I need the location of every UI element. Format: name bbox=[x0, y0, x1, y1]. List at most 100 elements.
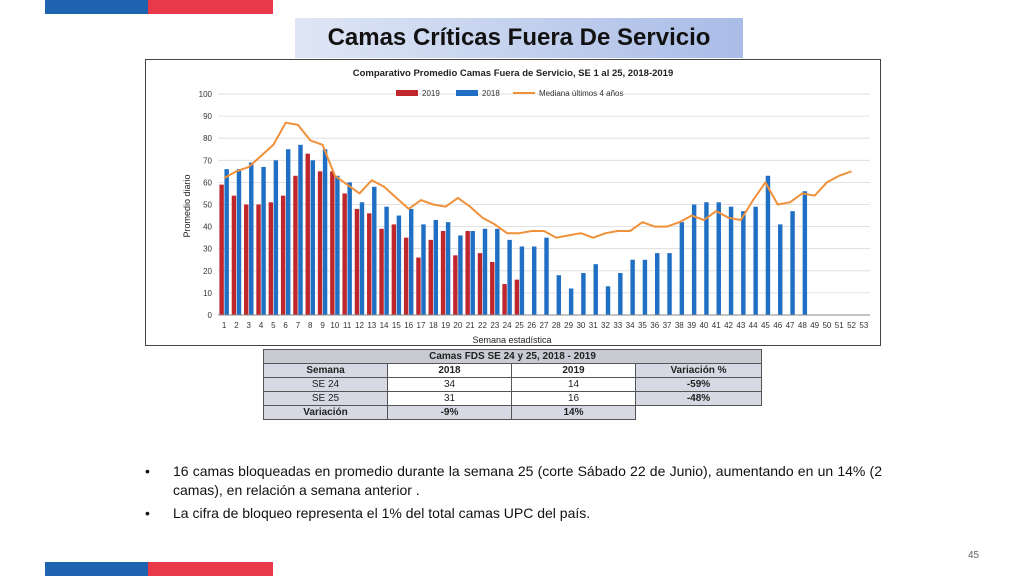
bar-2019 bbox=[342, 193, 347, 315]
legend-label: 2018 bbox=[482, 89, 500, 98]
y-tick-label: 70 bbox=[203, 156, 212, 165]
bar-2018 bbox=[433, 219, 439, 315]
bar-2018 bbox=[765, 175, 771, 315]
bar-2018 bbox=[359, 202, 365, 315]
x-tick-label: 24 bbox=[503, 321, 512, 330]
y-tick-label: 100 bbox=[199, 90, 213, 99]
bar-2018 bbox=[790, 211, 795, 315]
bar-2019 bbox=[514, 279, 520, 315]
bar-2018 bbox=[408, 208, 414, 315]
bar-2019 bbox=[268, 202, 274, 315]
x-tick-label: 17 bbox=[417, 321, 426, 330]
x-tick-label: 39 bbox=[687, 321, 696, 330]
bar-2019 bbox=[465, 231, 470, 315]
table-row: SE 24 34 14 -59% bbox=[263, 377, 763, 392]
table-cell: SE 24 bbox=[263, 377, 388, 392]
x-tick-label: 36 bbox=[650, 321, 659, 330]
bar-2018 bbox=[716, 202, 721, 315]
x-tick-label: 48 bbox=[798, 321, 807, 330]
y-tick-label: 60 bbox=[203, 178, 212, 187]
bar-2019 bbox=[416, 257, 421, 315]
x-tick-label: 32 bbox=[601, 321, 610, 330]
table-variation-row: Variación -9% 14% bbox=[263, 405, 762, 420]
bullet-dot-icon: • bbox=[145, 505, 150, 521]
bar-2018 bbox=[445, 222, 451, 315]
bar-2019 bbox=[293, 175, 298, 315]
bar-2019 bbox=[440, 231, 446, 315]
bar-2018 bbox=[495, 228, 500, 315]
table-header-cell: Semana bbox=[263, 363, 388, 378]
bar-2018 bbox=[384, 206, 389, 315]
x-tick-label: 4 bbox=[259, 321, 264, 330]
table-row: SE 25 31 16 -48% bbox=[263, 391, 763, 406]
slide-title-banner: Camas Críticas Fuera De Servicio bbox=[295, 18, 743, 58]
bar-2018 bbox=[335, 175, 340, 315]
bar-2019 bbox=[305, 153, 310, 315]
x-tick-label: 16 bbox=[404, 321, 413, 330]
x-tick-label: 19 bbox=[441, 321, 450, 330]
x-tick-label: 41 bbox=[712, 321, 721, 330]
bar-2018 bbox=[421, 224, 426, 315]
x-tick-label: 45 bbox=[761, 321, 770, 330]
x-tick-label: 28 bbox=[552, 321, 561, 330]
x-tick-label: 49 bbox=[810, 321, 819, 330]
bar-2018 bbox=[655, 253, 660, 315]
x-tick-label: 5 bbox=[271, 321, 276, 330]
x-tick-label: 11 bbox=[343, 321, 352, 330]
x-tick-label: 18 bbox=[429, 321, 438, 330]
bar-2018 bbox=[249, 162, 254, 315]
bar-2018 bbox=[347, 182, 352, 315]
table-empty-cell bbox=[635, 405, 762, 420]
bar-2019 bbox=[231, 195, 237, 315]
bar-2018 bbox=[396, 215, 402, 315]
x-tick-label: 38 bbox=[675, 321, 684, 330]
bar-2018 bbox=[691, 204, 697, 315]
x-tick-label: 12 bbox=[355, 321, 364, 330]
top-brand-bar-red bbox=[148, 0, 273, 14]
x-tick-label: 13 bbox=[367, 321, 376, 330]
bar-2019 bbox=[256, 204, 261, 315]
table-header-row: Semana 2018 2019 Variación % bbox=[263, 363, 763, 378]
bullet-dot-icon: • bbox=[145, 463, 150, 479]
bar-2018 bbox=[618, 273, 623, 315]
x-tick-label: 7 bbox=[296, 321, 301, 330]
bar-2018 bbox=[519, 246, 525, 315]
table-cell: SE 25 bbox=[263, 391, 388, 406]
x-tick-label: 26 bbox=[527, 321, 536, 330]
top-brand-bar-blue bbox=[45, 0, 148, 14]
x-tick-label: 3 bbox=[247, 321, 252, 330]
bar-2019 bbox=[280, 195, 286, 315]
table-cell: 16 bbox=[511, 391, 636, 406]
bar-2019 bbox=[428, 239, 433, 315]
bar-2018 bbox=[482, 228, 488, 315]
y-tick-label: 50 bbox=[203, 201, 212, 210]
bullet-item: • La cifra de bloqueo representa el 1% d… bbox=[140, 504, 882, 523]
x-tick-label: 40 bbox=[699, 321, 708, 330]
table-caption: Camas FDS SE 24 y 25, 2018 - 2019 bbox=[262, 349, 763, 364]
x-tick-label: 53 bbox=[859, 321, 868, 330]
x-tick-label: 22 bbox=[478, 321, 487, 330]
bar-2018 bbox=[778, 224, 783, 315]
table-header-cell: 2019 bbox=[511, 363, 636, 378]
y-tick-label: 0 bbox=[208, 311, 213, 320]
bar-2018 bbox=[273, 160, 279, 315]
x-tick-label: 47 bbox=[786, 321, 795, 330]
bar-2018 bbox=[298, 144, 303, 315]
bullet-text: La cifra de bloqueo representa el 1% del… bbox=[173, 505, 591, 521]
x-tick-label: 30 bbox=[576, 321, 585, 330]
bar-2019 bbox=[354, 208, 360, 315]
bar-2019 bbox=[244, 204, 249, 315]
bar-2018 bbox=[728, 206, 734, 315]
x-tick-label: 52 bbox=[847, 321, 856, 330]
page-number: 45 bbox=[968, 550, 980, 561]
x-tick-label: 29 bbox=[564, 321, 573, 330]
chart-frame: Comparativo Promedio Camas Fuera de Serv… bbox=[145, 59, 881, 346]
x-tick-label: 51 bbox=[835, 321, 844, 330]
bar-2018 bbox=[322, 149, 328, 315]
bar-2019 bbox=[379, 228, 384, 315]
mediana-line bbox=[223, 121, 852, 239]
x-tick-label: 9 bbox=[320, 321, 325, 330]
bar-2018 bbox=[741, 211, 746, 315]
legend-label: 2019 bbox=[422, 89, 440, 98]
bullet-list: • 16 camas bloqueadas en promedio durant… bbox=[140, 462, 882, 527]
